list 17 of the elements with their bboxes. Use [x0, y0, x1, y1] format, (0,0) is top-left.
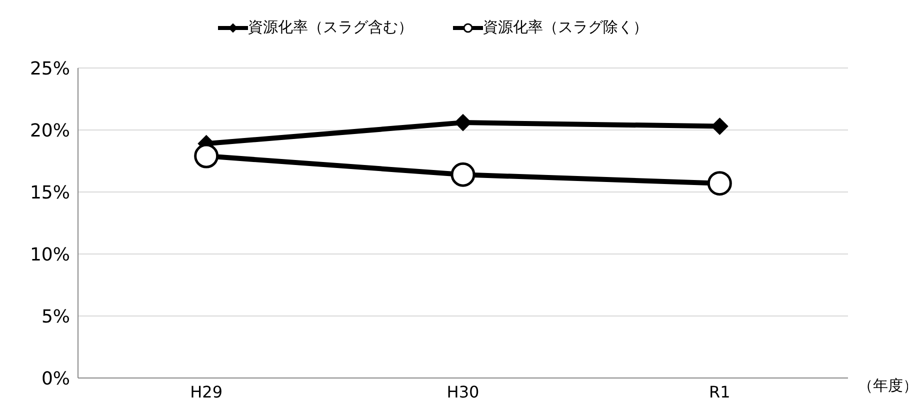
y-tick-label: 0% — [41, 368, 70, 390]
y-tick-label: 15% — [30, 182, 70, 204]
x-axis-title: （年度） — [858, 376, 917, 394]
point — [194, 144, 219, 168]
y-tick-label: 5% — [41, 306, 70, 328]
legend-label: 資源化率（スラグ含む） — [248, 18, 413, 37]
point — [454, 114, 472, 132]
y-tick-label: 10% — [30, 244, 70, 266]
point — [707, 171, 732, 196]
y-tick-label: 20% — [30, 120, 70, 142]
point — [711, 118, 728, 135]
x-tick-label: R1 — [709, 382, 730, 402]
y-tick-label: 25% — [30, 58, 70, 80]
point — [450, 162, 476, 187]
legend-label: 資源化率（スラグ除く） — [483, 18, 648, 37]
x-tick-label: H29 — [190, 382, 223, 402]
x-tick-label: H30 — [446, 382, 480, 402]
